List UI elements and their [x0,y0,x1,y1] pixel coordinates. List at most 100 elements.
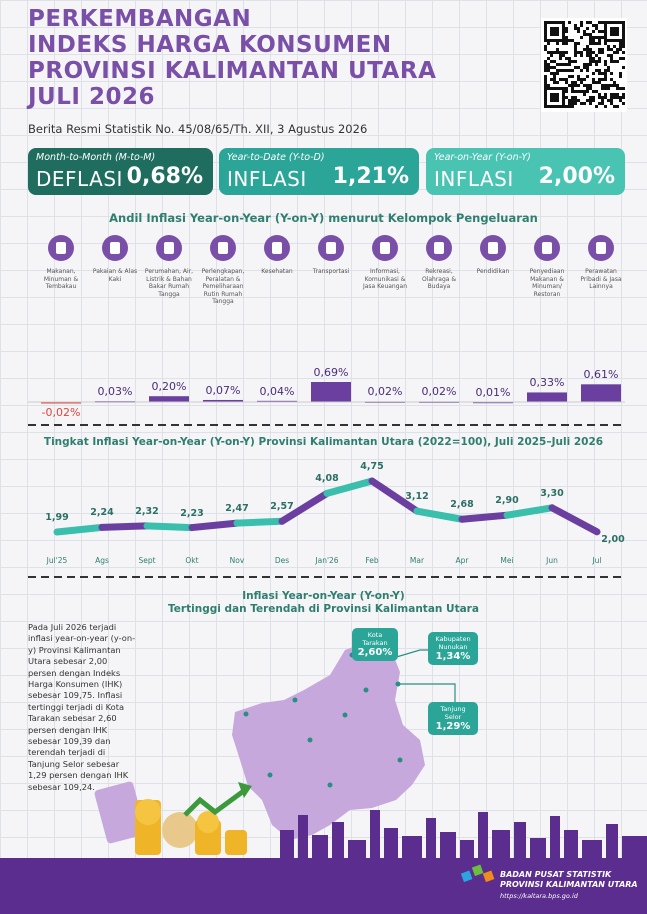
icon-glyph [434,242,444,254]
qr-cell [562,51,565,54]
qr-cell [598,48,601,51]
title-line: PROVINSI KALIMANTAN UTARA [28,58,437,84]
qr-cell [592,42,595,45]
qr-cell [610,78,613,81]
qr-cell [610,39,613,42]
qr-cell [562,93,565,96]
qr-cell [544,60,547,63]
callout-name: Kabupaten Nunukan [435,635,471,651]
qr-cell [544,21,547,24]
qr-cell [556,63,559,66]
qr-cell [550,87,553,90]
title-line: PERKEMBANGAN [28,6,252,32]
qr-cell [589,99,592,102]
qr-cell [601,84,604,87]
category-icon [102,235,128,261]
qr-cell [595,69,598,72]
qr-cell [586,75,589,78]
qr-cell [604,33,607,36]
qr-cell [556,48,559,51]
qr-cell [583,90,586,93]
qr-cell [547,51,550,54]
qr-cell [574,66,577,69]
qr-cell [616,39,619,42]
qr-cell [565,36,568,39]
qr-cell [553,39,556,42]
qr-cell [616,48,619,51]
qr-cell [607,99,610,102]
qr-cell [610,72,613,75]
qr-cell [547,84,550,87]
value-label: 0,20% [151,380,187,394]
line-segment [413,507,466,523]
qr-cell [598,57,601,60]
line-segment [53,523,106,536]
qr-cell [574,27,577,30]
qr-cell [580,24,583,27]
qr-cell [559,21,562,24]
callout: Kota Tarakan 2,60% [352,628,398,661]
qr-cell [556,39,559,42]
callout: Tanjung Selor 1,29% [428,702,478,735]
qr-cell [613,30,616,33]
qr-cell [598,102,601,105]
icon-glyph [218,242,228,254]
qr-cell [622,24,625,27]
qr-cell [622,45,625,48]
qr-cell [586,48,589,51]
qr-cell [565,30,568,33]
line-segment [368,477,421,515]
qr-cell [550,72,553,75]
qr-cell [544,75,547,78]
qr-cell [595,36,598,39]
qr-cell [565,27,568,30]
qr-cell [550,93,553,96]
qr-cell [559,51,562,54]
bar [149,396,189,402]
qr-cell [577,75,580,78]
qr-cell [604,96,607,99]
qr-cell [574,51,577,54]
qr-cell [556,33,559,36]
qr-cell [571,84,574,87]
bar [581,384,621,402]
x-tick-label: Nov [229,556,245,565]
qr-cell [601,36,604,39]
qr-cell [622,57,625,60]
qr-cell [616,87,619,90]
card-status: DEFLASI [36,167,123,191]
qr-cell [616,30,619,33]
qr-cell [583,63,586,66]
qr-cell [562,63,565,66]
category-label: Pakaian & Alas Kaki [92,268,138,283]
qr-cell [556,42,559,45]
qr-cell [562,27,565,30]
qr-cell [556,99,559,102]
qr-cell [544,84,547,87]
qr-cell [604,60,607,63]
qr-cell [544,27,547,30]
qr-cell [565,69,568,72]
callout-name: Kota Tarakan [362,631,388,647]
qr-cell [565,39,568,42]
value-label: 2,24 [90,507,114,519]
qr-cell [607,39,610,42]
qr-cell [592,60,595,63]
qr-cell [598,60,601,63]
qr-cell [544,66,547,69]
value-label: 0,69% [313,366,349,379]
qr-cell [616,27,619,30]
qr-cell [589,51,592,54]
qr-cell [550,96,553,99]
line-segment [458,511,511,523]
qr-cell [586,66,589,69]
card-value: 0,68% [126,164,203,189]
qr-cell [553,93,556,96]
qr-cell [562,54,565,57]
qr-cell [586,45,589,48]
x-tick-label: Mei [500,556,514,565]
qr-cell [559,39,562,42]
qr-cell [610,57,613,60]
qr-cell [568,63,571,66]
qr-cell [580,54,583,57]
